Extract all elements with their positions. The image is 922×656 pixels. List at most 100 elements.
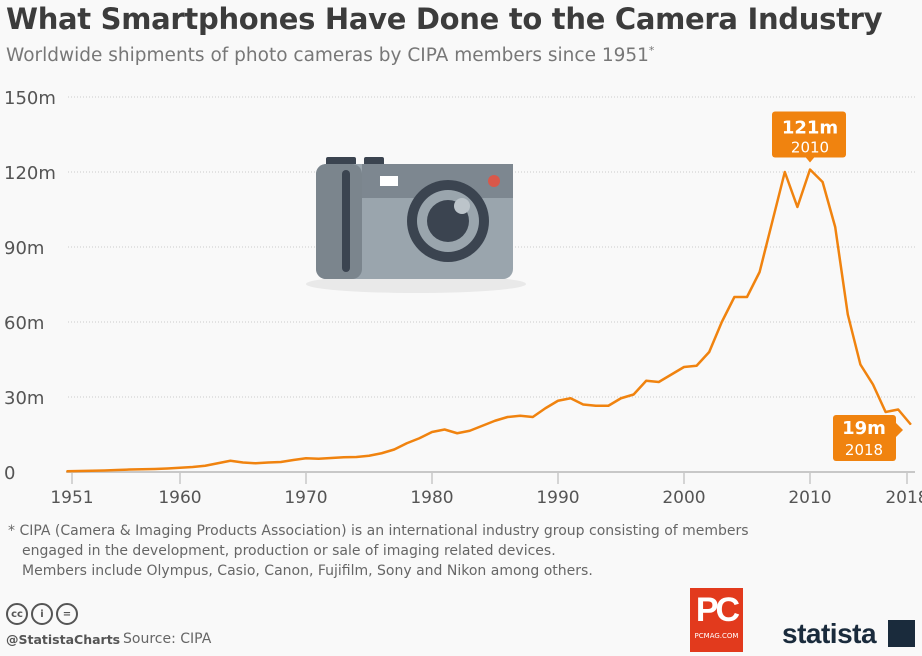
y-tick-label: 120m [4,163,56,184]
data-point [292,459,294,461]
chart-title: What Smartphones Have Done to the Camera… [6,2,883,36]
data-point [154,468,156,470]
data-point [456,432,458,434]
pcmag-logo-text: PC [695,591,740,629]
data-point [444,429,446,430]
data-point [255,462,257,464]
x-tick-label: 2000 [662,488,705,508]
chart-subtitle: Worldwide shipments of photo cameras by … [6,44,654,66]
data-point [708,351,710,353]
data-point [570,397,572,399]
data-point [192,466,194,468]
x-tick-label: 2010 [788,488,831,508]
footnote-line: engaged in the development, production o… [22,543,556,559]
subtitle-text: Worldwide shipments of photo cameras by … [6,45,649,67]
data-point [796,206,798,208]
pcmag-logo: PC PCMAG.COM [690,588,743,652]
data-point [859,364,861,365]
data-point [683,366,685,368]
attribution-icon: i [31,603,53,625]
data-point [91,470,93,472]
footnote: * CIPA (Camera & Imaging Products Associ… [8,521,749,581]
data-point [129,469,131,470]
data-point [822,181,824,183]
data-point [885,411,887,413]
data-point [670,374,672,375]
x-tick-label: 1990 [536,488,579,508]
data-point [897,409,899,410]
pcmag-logo-sub: PCMAG.COM [694,632,739,640]
data-point [633,394,635,395]
data-point [229,460,231,462]
data-point [658,381,660,383]
x-tick-label: 2018 [885,488,922,508]
data-point [469,430,471,432]
y-tick-label: 60m [4,313,44,334]
data-point [620,397,622,399]
x-tick-label: 1980 [410,488,453,508]
data-point [217,462,219,464]
data-point [141,468,143,470]
data-point [166,468,168,469]
no-derivatives-icon: = [56,603,78,625]
line-chart: 0 30m 60m 90m 120m 150m 1951 1960 1970 1980 1990 2… [4,88,922,508]
data-point [393,449,395,450]
callout-value: 121m [782,118,838,139]
callout-year: 2018 [845,441,883,459]
data-point [532,416,534,418]
data-point [305,457,307,459]
data-point [481,425,483,427]
data-point [746,296,748,298]
data-point [544,407,546,409]
statista-logo: statista [782,618,877,649]
camera-illustration [306,157,526,293]
data-point [696,365,698,367]
callout-value: 19m [842,418,886,439]
callout-year: 2010 [791,139,829,157]
callout-box [772,111,846,158]
data-point [557,400,559,402]
data-point [721,321,723,323]
data-point [368,455,370,457]
license-icons: cc i = [6,603,78,625]
data-point [66,470,68,472]
data-point [910,424,912,425]
x-tick-label: 1970 [284,488,327,508]
y-tick-label: 0 [4,463,15,484]
data-point [318,458,320,460]
data-point [406,442,408,444]
data-point [204,465,206,467]
data-point [431,431,433,433]
data-point [418,437,420,439]
x-tick-label: 1960 [158,488,201,508]
data-point [494,420,496,422]
data-point [179,467,181,469]
data-point [355,456,357,458]
cc-icon: cc [6,603,28,625]
data-point [645,380,647,382]
footnote-line: Members include Olympus, Casio, Canon, F… [22,563,593,579]
data-point [595,405,597,407]
callout-pointer [805,156,815,163]
data-point [733,296,735,298]
statista-logo-mark [888,620,915,647]
x-tick-label: 1951 [50,488,93,508]
data-point [872,384,874,385]
data-point [834,226,836,228]
data-point [607,405,609,407]
callout-pointer [896,423,903,437]
y-tick-label: 150m [4,88,56,109]
data-point [116,469,118,471]
data-point [784,171,786,173]
data-point [242,462,244,463]
data-point [330,457,332,459]
data-point [267,462,269,463]
data-point [103,470,105,471]
data-point [381,452,383,454]
data-point [847,314,849,315]
data-point [809,169,811,170]
data-point [343,456,345,458]
data-point [582,404,584,405]
data-point [759,271,761,273]
